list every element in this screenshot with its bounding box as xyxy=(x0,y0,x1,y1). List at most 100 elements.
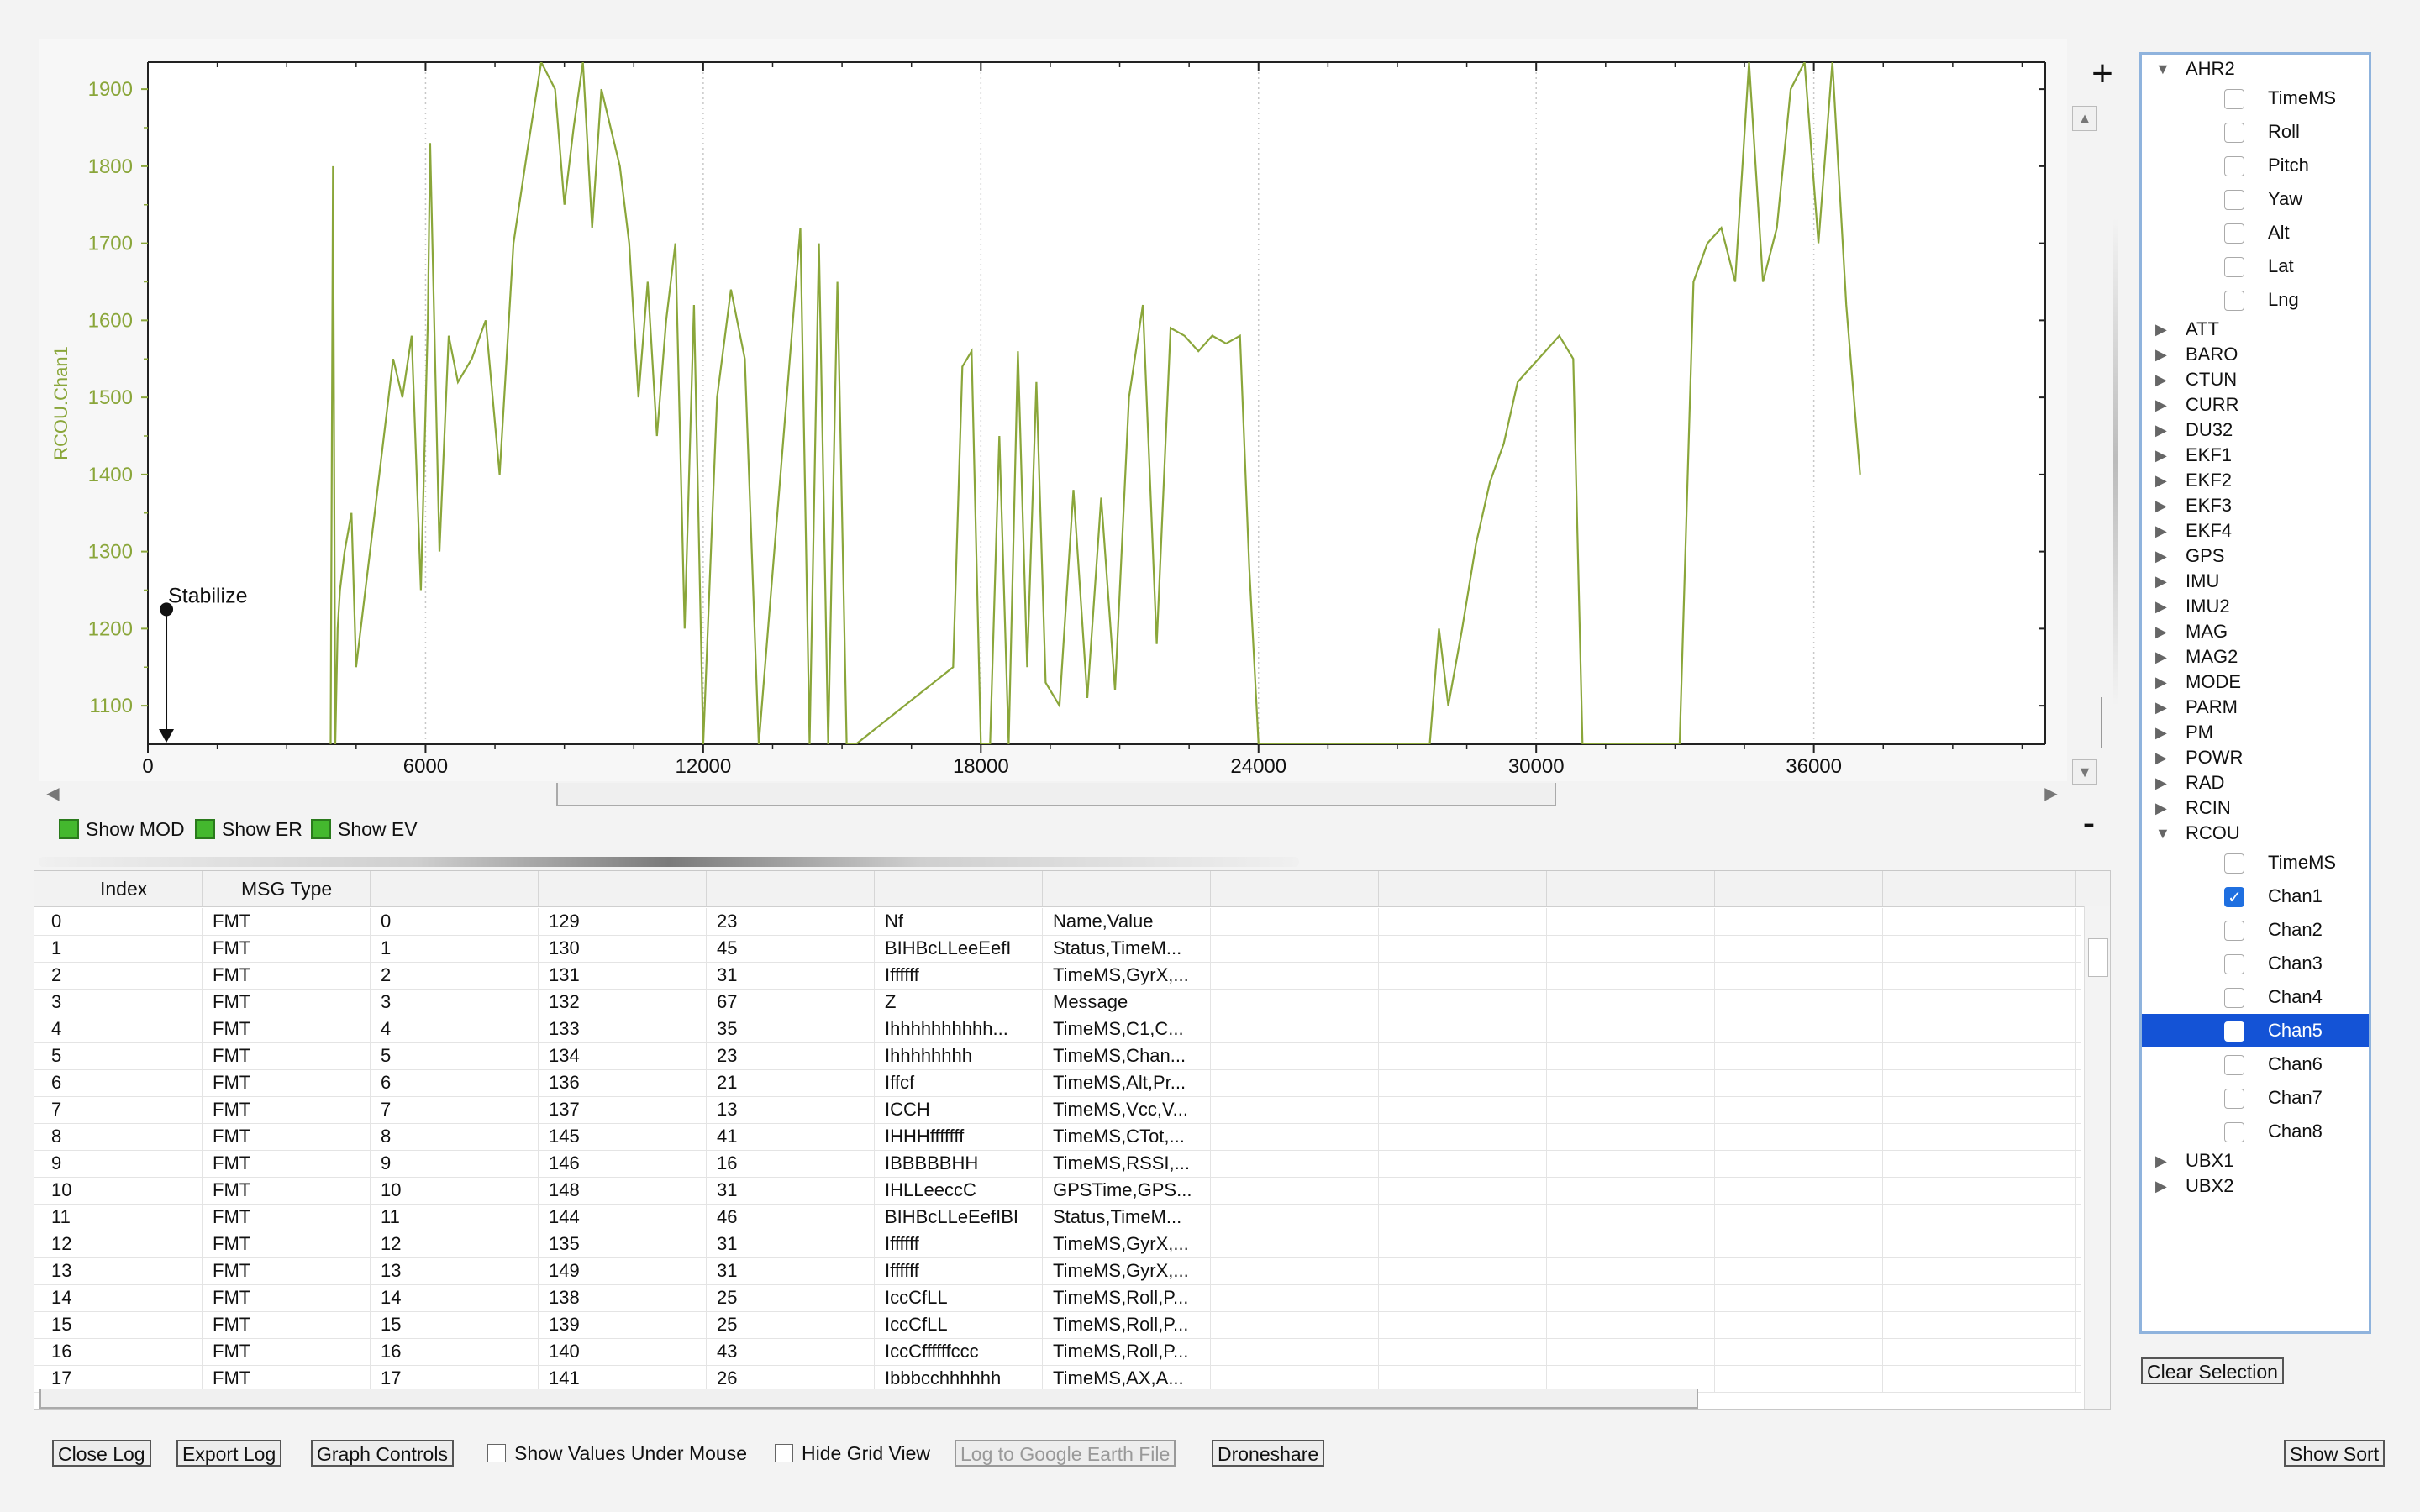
tree-group[interactable]: ▶ IMU xyxy=(2142,569,2369,594)
field-checkbox[interactable] xyxy=(2224,257,2244,277)
table-row[interactable]: 1 FMT 1 130 45 BIHBcLLeeEefI Status,TimeM... xyxy=(34,935,2081,963)
tree-group[interactable]: ▶ IMU2 xyxy=(2142,594,2369,619)
column-header[interactable] xyxy=(1715,871,1883,906)
show-ev-toggle[interactable]: Show EV xyxy=(311,816,418,842)
tree-group[interactable]: ▶ EKF2 xyxy=(2142,468,2369,493)
column-header[interactable] xyxy=(1379,871,1547,906)
column-header[interactable] xyxy=(875,871,1043,906)
show-values-checkbox-box[interactable] xyxy=(487,1444,506,1462)
graph-scroll-up-arrow[interactable]: ▲ xyxy=(2072,106,2097,131)
tree-group[interactable]: ▶ MAG2 xyxy=(2142,644,2369,669)
field-checkbox[interactable] xyxy=(2224,223,2244,244)
graph-scroll-right-arrow[interactable]: ▶ xyxy=(2044,785,2058,803)
show-mod-checkbox[interactable] xyxy=(59,819,79,839)
table-row[interactable]: 7 FMT 7 137 13 ICCH TimeMS,Vcc,V... xyxy=(34,1096,2081,1124)
field-checkbox[interactable] xyxy=(2224,156,2244,176)
column-header[interactable] xyxy=(539,871,707,906)
tree-group[interactable]: ▶ PM xyxy=(2142,720,2369,745)
line-chart[interactable]: 1100 1200 1300 1400 1500 1600 1700 1800 1900 0 600… xyxy=(39,39,2067,781)
show-mod-toggle[interactable]: Show MOD xyxy=(59,816,185,842)
column-header[interactable]: MSG Type xyxy=(203,871,371,906)
show-values-under-mouse-checkbox[interactable]: Show Values Under Mouse xyxy=(487,1440,747,1467)
table-row[interactable]: 8 FMT 8 145 41 IHHHfffffff TimeMS,CTot,... xyxy=(34,1123,2081,1151)
tree-group[interactable]: ▶ RAD xyxy=(2142,770,2369,795)
tree-group[interactable]: ▶ ATT xyxy=(2142,317,2369,342)
table-row[interactable]: 9 FMT 9 146 16 IBBBBBHH TimeMS,RSSI,... xyxy=(34,1150,2081,1178)
tree-group[interactable]: ▶ CURR xyxy=(2142,392,2369,417)
hide-grid-checkbox-box[interactable] xyxy=(775,1444,793,1462)
expand-right-icon[interactable]: ▶ xyxy=(2155,497,2167,514)
table-row[interactable]: 11 FMT 11 144 46 BIHBcLLeEefIBI Status,TimeM..… xyxy=(34,1204,2081,1231)
tree-leaf[interactable]: Chan8 xyxy=(2142,1115,2369,1148)
tree-group[interactable]: ▶ RCIN xyxy=(2142,795,2369,821)
field-checkbox[interactable] xyxy=(2224,123,2244,143)
tree-leaf[interactable]: Pitch xyxy=(2142,149,2369,182)
field-checkbox[interactable] xyxy=(2224,921,2244,941)
field-checkbox[interactable] xyxy=(2224,1122,2244,1142)
table-row[interactable]: 13 FMT 13 149 31 Iffffff TimeMS,GyrX,... xyxy=(34,1257,2081,1285)
graph-vscroll-thumb[interactable] xyxy=(2101,697,2102,748)
expand-right-icon[interactable]: ▶ xyxy=(2155,1152,2167,1169)
log-table[interactable]: Index MSG Type 0 FMT 0 129 23 Nf Name,Value 1 FMT… xyxy=(34,870,2111,1410)
table-vscroll[interactable] xyxy=(2084,906,2110,1409)
tree-leaf[interactable]: Chan6 xyxy=(2142,1047,2369,1081)
table-row[interactable]: 14 FMT 14 138 25 IccCfLL TimeMS,Roll,P... xyxy=(34,1284,2081,1312)
tree-leaf[interactable]: Chan2 xyxy=(2142,913,2369,947)
expand-right-icon[interactable]: ▶ xyxy=(2155,623,2167,640)
table-vscroll-thumb[interactable] xyxy=(2088,938,2108,977)
tree-leaf[interactable]: TimeMS xyxy=(2142,846,2369,879)
graph-vscroll-track[interactable] xyxy=(2113,218,2118,706)
table-row[interactable]: 15 FMT 15 139 25 IccCfLL TimeMS,Roll,P... xyxy=(34,1311,2081,1339)
table-row[interactable]: 2 FMT 2 131 31 Iffffff TimeMS,GyrX,... xyxy=(34,962,2081,990)
tree-leaf[interactable]: Chan5 xyxy=(2142,1014,2369,1047)
tree-group[interactable]: ▼ AHR2 xyxy=(2142,56,2369,81)
message-tree[interactable]: ▼ AHR2 TimeMS Roll Pitch Yaw Alt Lat Lng ▶ ATT ▶ BAR… xyxy=(2139,52,2371,1334)
tree-leaf[interactable]: Yaw xyxy=(2142,182,2369,216)
expand-right-icon[interactable]: ▶ xyxy=(2155,724,2167,741)
tree-leaf[interactable]: Chan4 xyxy=(2142,980,2369,1014)
table-row[interactable]: 6 FMT 6 136 21 Iffcf TimeMS,Alt,Pr... xyxy=(34,1069,2081,1097)
graph-scroll-left-arrow[interactable]: ◀ xyxy=(46,785,60,803)
tree-group[interactable]: ▶ DU32 xyxy=(2142,417,2369,443)
column-header[interactable] xyxy=(371,871,539,906)
show-er-checkbox[interactable] xyxy=(195,819,215,839)
column-header[interactable] xyxy=(1211,871,1379,906)
expand-down-icon[interactable]: ▼ xyxy=(2155,825,2170,842)
expand-right-icon[interactable]: ▶ xyxy=(2155,522,2167,539)
panel-splitter[interactable] xyxy=(39,857,1299,867)
tree-leaf[interactable]: Alt xyxy=(2142,216,2369,249)
expand-right-icon[interactable]: ▶ xyxy=(2155,699,2167,716)
show-er-toggle[interactable]: Show ER xyxy=(195,816,302,842)
expand-right-icon[interactable]: ▶ xyxy=(2155,346,2167,363)
field-checkbox[interactable] xyxy=(2224,887,2244,908)
tree-group[interactable]: ▶ UBX2 xyxy=(2142,1173,2369,1199)
show-sort-button[interactable]: Show Sort xyxy=(2284,1440,2386,1467)
expand-right-icon[interactable]: ▶ xyxy=(2155,321,2167,338)
expand-right-icon[interactable]: ▶ xyxy=(2155,800,2167,816)
field-checkbox[interactable] xyxy=(2224,853,2244,874)
tree-group[interactable]: ▶ EKF3 xyxy=(2142,493,2369,518)
table-row[interactable]: 3 FMT 3 132 67 Z Message xyxy=(34,989,2081,1016)
tree-leaf[interactable]: Chan1 xyxy=(2142,879,2369,913)
tree-group[interactable]: ▶ POWR xyxy=(2142,745,2369,770)
close-log-button[interactable]: Close Log xyxy=(52,1440,151,1467)
expand-right-icon[interactable]: ▶ xyxy=(2155,447,2167,464)
clear-selection-button[interactable]: Clear Selection xyxy=(2141,1357,2284,1384)
field-checkbox[interactable] xyxy=(2224,190,2244,210)
tree-group[interactable]: ▶ UBX1 xyxy=(2142,1148,2369,1173)
column-header[interactable] xyxy=(1043,871,1211,906)
tree-leaf[interactable]: Chan3 xyxy=(2142,947,2369,980)
graph-panel[interactable]: 1100 1200 1300 1400 1500 1600 1700 1800 1900 0 600… xyxy=(39,39,2113,785)
expand-right-icon[interactable]: ▶ xyxy=(2155,774,2167,791)
field-checkbox[interactable] xyxy=(2224,1089,2244,1109)
field-checkbox[interactable] xyxy=(2224,89,2244,109)
field-checkbox[interactable] xyxy=(2224,1055,2244,1075)
expand-right-icon[interactable]: ▶ xyxy=(2155,422,2167,438)
tree-group[interactable]: ▶ MODE xyxy=(2142,669,2369,695)
tree-group[interactable]: ▶ EKF1 xyxy=(2142,443,2369,468)
column-header[interactable] xyxy=(1547,871,1715,906)
zoom-out-button[interactable]: - xyxy=(2082,802,2096,843)
table-row[interactable]: 0 FMT 0 129 23 Nf Name,Value xyxy=(34,908,2081,936)
field-checkbox[interactable] xyxy=(2224,954,2244,974)
expand-right-icon[interactable]: ▶ xyxy=(2155,573,2167,590)
